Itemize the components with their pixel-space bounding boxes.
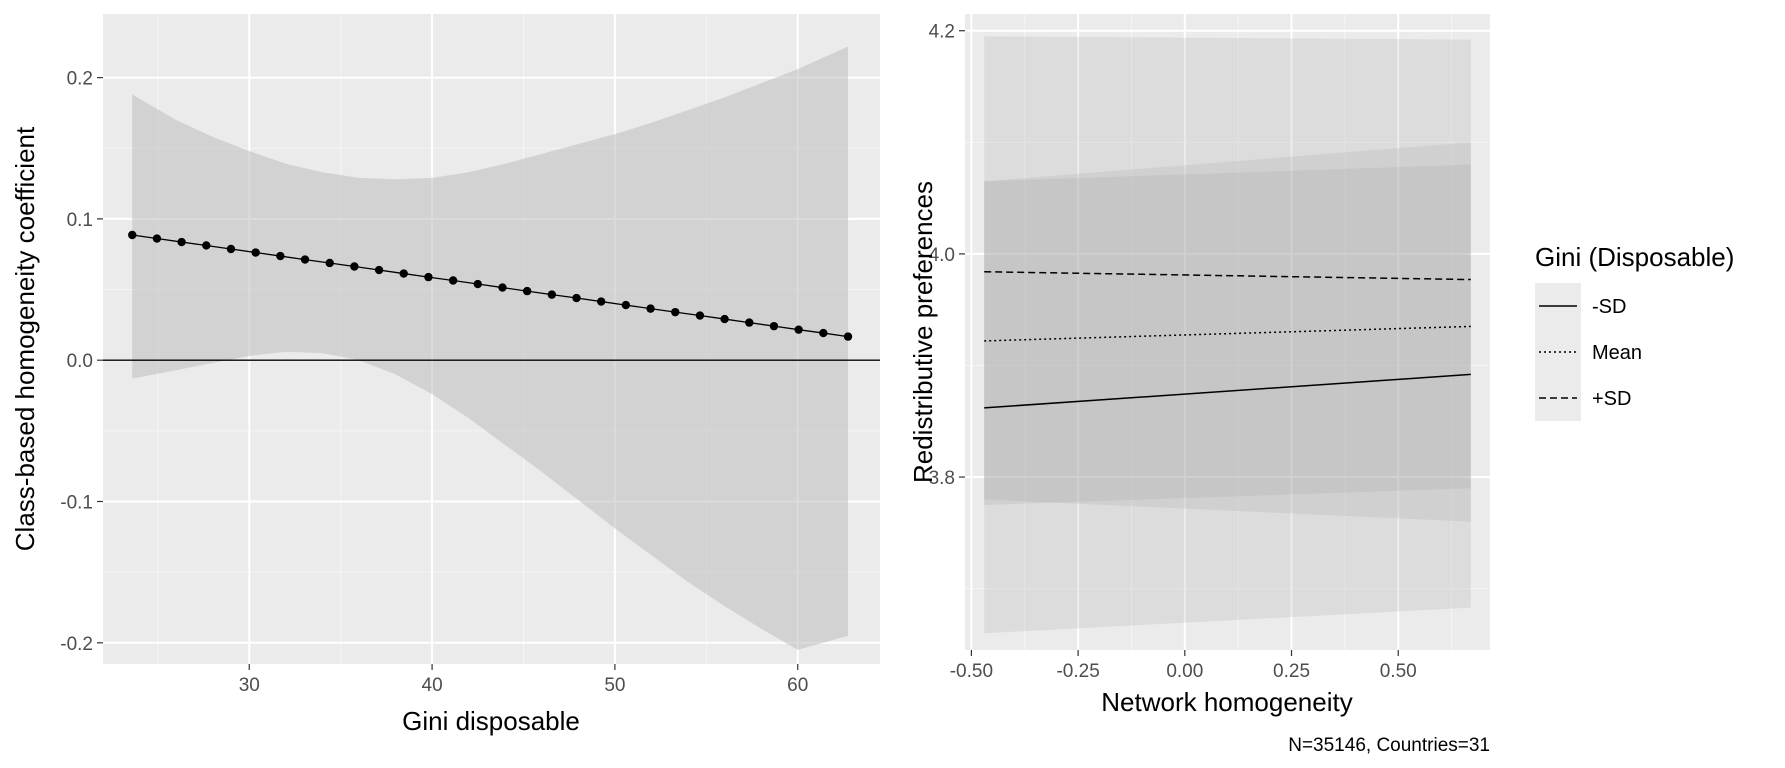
data-point	[424, 272, 433, 282]
right-x-axis-title: Network homogeneity	[1101, 687, 1352, 717]
right-y-tick-label: 4.2	[929, 22, 955, 43]
legend-items: -SD Mean +SD	[1539, 296, 1642, 410]
data-point	[720, 314, 729, 324]
data-point	[843, 332, 853, 341]
data-point	[226, 244, 236, 254]
data-point	[251, 248, 260, 257]
data-point	[350, 262, 359, 271]
left-x-ticks: 30 40 50 60	[239, 664, 808, 696]
legend-label: -SD	[1592, 296, 1626, 318]
right-x-tick-label: -0.50	[950, 661, 993, 682]
confidence-ribbon	[984, 164, 1471, 505]
left-x-tick-label: 40	[422, 675, 443, 696]
left-y-tick-label: 0.2	[67, 69, 93, 90]
right-x-tick-label: -0.25	[1056, 661, 1099, 682]
data-point	[819, 328, 828, 338]
confidence-ribbon	[132, 46, 849, 650]
left-y-tick-label: -0.1	[60, 493, 93, 514]
left-y-tick-label: -0.2	[60, 634, 93, 655]
legend: Gini (Disposable) -SD Mean +SD	[1535, 242, 1734, 421]
data-point	[745, 318, 754, 327]
data-point	[794, 325, 803, 334]
data-point	[399, 269, 408, 278]
right-x-tick-label: 0.50	[1380, 661, 1417, 682]
data-point	[522, 286, 532, 296]
data-point	[300, 255, 310, 264]
data-point	[596, 297, 606, 306]
series-line	[984, 373, 1471, 409]
right-y-ticks: 3.8 4.0 4.2	[929, 22, 965, 489]
data-point	[276, 251, 285, 261]
legend-label: Mean	[1592, 342, 1642, 364]
right-series-lines	[984, 270, 1471, 409]
left-confidence-ribbon	[132, 46, 849, 650]
series-line	[984, 325, 1471, 342]
data-point	[202, 241, 211, 250]
right-plot-background	[965, 14, 1490, 650]
data-point	[152, 234, 162, 243]
legend-title: Gini (Disposable)	[1535, 242, 1734, 272]
data-point	[646, 304, 655, 313]
left-series-points	[128, 230, 853, 341]
data-point	[572, 293, 581, 303]
data-point	[325, 258, 334, 268]
right-y-axis-title: Redistributive preferences	[908, 181, 938, 483]
left-x-tick-label: 50	[604, 675, 625, 696]
data-point	[128, 230, 137, 240]
right-x-tick-label: 0.25	[1273, 661, 1310, 682]
left-y-tick-label: 0.0	[67, 351, 93, 372]
data-point	[177, 237, 186, 247]
left-x-tick-label: 30	[239, 675, 260, 696]
series-line	[984, 270, 1471, 281]
right-panel: 3.8 4.0 4.2 -0.50 -0.25 0.00 0.25 0.50 Network…	[908, 14, 1490, 756]
legend-label: +SD	[1592, 388, 1631, 410]
left-y-tick-label: 0.1	[67, 210, 93, 231]
left-x-axis-title: Gini disposable	[402, 706, 580, 736]
right-x-ticks: -0.50 -0.25 0.00 0.25 0.50	[950, 650, 1417, 682]
data-point	[498, 283, 507, 292]
data-point	[473, 279, 482, 289]
confidence-ribbon	[984, 142, 1471, 522]
left-panel: -0.2 -0.1 0.0 0.1 0.2 30 40 50 60 Gini disposab…	[10, 14, 880, 736]
left-y-axis-title: Class-based homogeneity coefficient	[10, 126, 40, 551]
left-x-tick-label: 60	[787, 675, 808, 696]
left-y-ticks: -0.2 -0.1 0.0 0.1 0.2	[60, 69, 103, 655]
data-point	[374, 265, 384, 275]
data-point	[448, 276, 458, 285]
data-point	[671, 307, 680, 317]
data-point	[547, 290, 557, 299]
data-point	[769, 321, 779, 331]
right-confidence-ribbons	[984, 36, 1471, 634]
right-x-tick-label: 0.00	[1166, 661, 1203, 682]
data-point	[695, 311, 705, 320]
right-gridlines	[965, 14, 1490, 650]
right-y-tick-label: 3.8	[929, 468, 955, 489]
right-caption: N=35146, Countries=31	[1288, 735, 1490, 756]
confidence-ribbon	[984, 36, 1471, 634]
right-y-tick-label: 4.0	[929, 245, 955, 266]
data-point	[621, 300, 631, 310]
